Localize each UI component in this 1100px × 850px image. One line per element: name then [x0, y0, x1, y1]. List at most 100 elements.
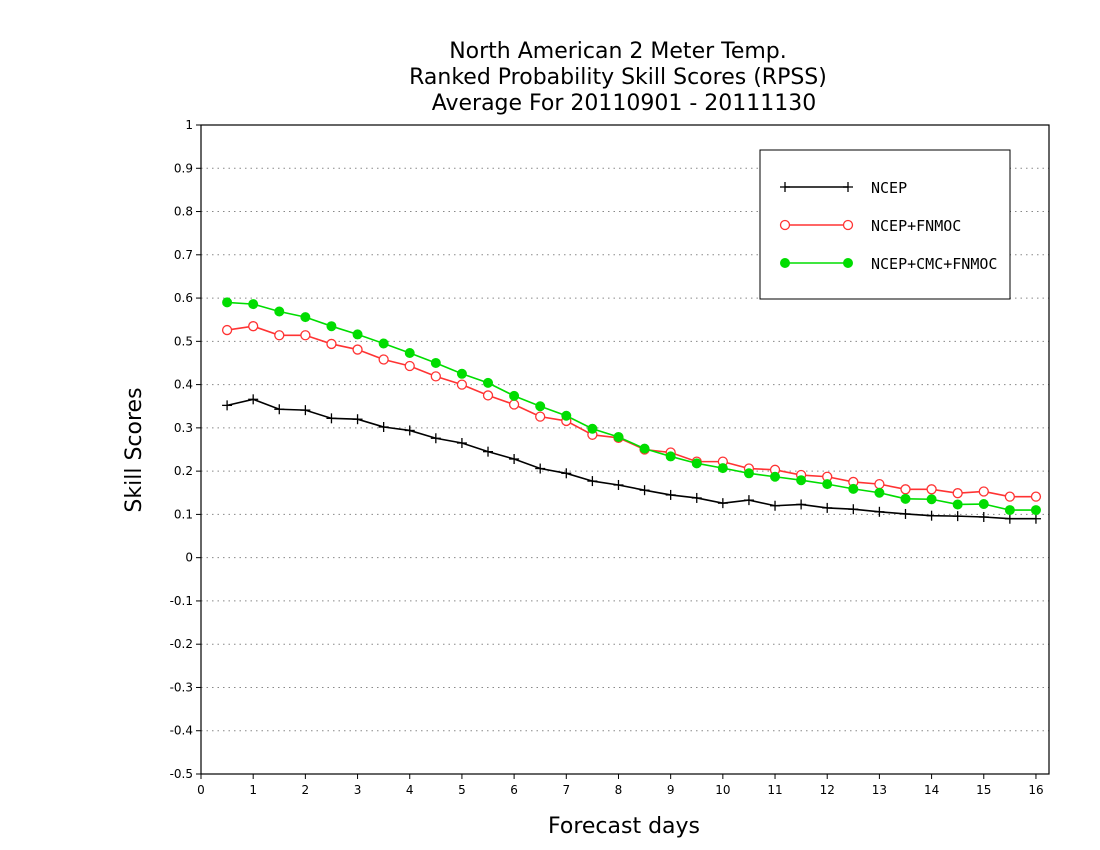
plot-frame	[200, 124, 1050, 775]
data-point	[248, 321, 259, 332]
data-point	[952, 488, 963, 499]
y-axis-label: Skill Scores	[122, 387, 147, 512]
y-tick-label: 0.7	[174, 248, 193, 262]
legend-marker	[843, 258, 853, 268]
x-axis-label: Forecast days	[548, 814, 700, 839]
data-point	[926, 510, 937, 521]
legend-marker	[842, 219, 854, 231]
y-tick-label: 1	[185, 118, 193, 132]
data-point	[430, 357, 441, 368]
data-point	[665, 489, 676, 500]
data-point	[352, 344, 363, 355]
series-layer	[221, 297, 1042, 524]
gridlines	[201, 167, 1049, 732]
x-tick-label: 1	[249, 783, 257, 797]
y-tick-label: -0.4	[170, 724, 193, 738]
data-point	[1004, 491, 1016, 502]
data-point	[874, 506, 885, 517]
data-point	[535, 411, 546, 422]
data-point	[1004, 505, 1015, 516]
data-point	[874, 487, 885, 498]
data-point	[248, 299, 259, 310]
data-point	[378, 422, 389, 433]
data-point	[326, 338, 337, 350]
data-point	[717, 498, 728, 509]
chart-title-line-2: Ranked Probability Skill Scores (RPSS)	[409, 65, 827, 90]
data-point	[978, 499, 989, 510]
data-point	[535, 463, 546, 474]
y-tick-label: 0	[185, 551, 193, 565]
legend-label: NCEP	[871, 179, 907, 197]
x-axis-ticks: 0 1 2 3 4 5 6 7 8 9 10 11 12 13 14 15 16	[197, 774, 1044, 797]
legend-label: NCEP+FNMOC	[871, 217, 961, 235]
x-tick-label: 5	[458, 783, 466, 797]
x-tick-label: 13	[872, 783, 887, 797]
y-tick-label: -0.5	[170, 767, 193, 781]
x-tick-label: 16	[1028, 783, 1043, 797]
x-tick-label: 3	[354, 783, 362, 797]
x-tick-label: 15	[976, 783, 991, 797]
series-0	[222, 394, 1041, 524]
data-point	[378, 338, 389, 349]
data-point	[430, 371, 441, 382]
x-tick-label: 12	[820, 783, 835, 797]
data-point	[404, 360, 415, 372]
data-point	[300, 405, 311, 416]
x-tick-label: 2	[302, 783, 310, 797]
y-tick-label: 0.6	[174, 291, 193, 305]
x-tick-label: 14	[924, 783, 939, 797]
data-point	[926, 494, 937, 505]
data-point	[587, 476, 598, 487]
legend-marker	[843, 182, 853, 192]
data-point	[743, 495, 754, 506]
data-point	[456, 368, 467, 379]
y-tick-label: -0.1	[170, 594, 193, 608]
data-point	[613, 431, 624, 442]
data-point	[1030, 505, 1041, 516]
legend-marker	[779, 219, 791, 231]
x-tick-label: 7	[562, 783, 570, 797]
legend-entry-0: NCEP	[780, 179, 907, 197]
data-point	[221, 324, 233, 336]
data-point	[482, 390, 494, 401]
data-point	[561, 468, 572, 479]
data-point	[509, 454, 520, 465]
x-tick-label: 8	[615, 783, 623, 797]
data-point	[1030, 491, 1042, 502]
data-point	[691, 458, 702, 469]
data-point	[639, 485, 650, 496]
data-point	[952, 499, 963, 510]
data-point	[274, 404, 285, 415]
data-point	[326, 413, 337, 424]
data-point	[274, 306, 285, 317]
y-tick-label: 0.4	[174, 378, 193, 392]
y-tick-label: 0.9	[174, 161, 193, 175]
x-tick-label: 10	[715, 783, 730, 797]
data-point	[717, 463, 728, 474]
x-tick-label: 11	[767, 783, 782, 797]
data-point	[404, 348, 415, 359]
data-point	[300, 330, 311, 341]
legend-entry-2: NCEP+CMC+FNMOC	[780, 255, 997, 273]
data-point	[248, 394, 259, 405]
data-point	[796, 499, 807, 510]
legend-marker	[780, 182, 790, 192]
y-tick-label: 0.8	[174, 205, 193, 219]
data-point	[1004, 513, 1015, 524]
chart-title-line-3: Average For 20110901 - 20111130	[432, 91, 817, 116]
y-tick-label: 0.2	[174, 464, 193, 478]
data-point	[926, 484, 937, 495]
data-point	[952, 511, 963, 522]
data-point	[352, 329, 363, 340]
data-point	[900, 508, 911, 519]
data-point	[535, 401, 546, 412]
data-point	[900, 493, 911, 504]
x-tick-label: 6	[510, 783, 518, 797]
data-point	[978, 511, 989, 522]
data-point	[352, 414, 363, 425]
legend: NCEP NCEP+FNMOC NCEP+CMC+FNMOC	[759, 149, 1011, 300]
data-point	[1030, 513, 1041, 524]
data-point	[483, 377, 494, 388]
data-point	[561, 410, 572, 421]
legend-label: NCEP+CMC+FNMOC	[871, 255, 997, 273]
